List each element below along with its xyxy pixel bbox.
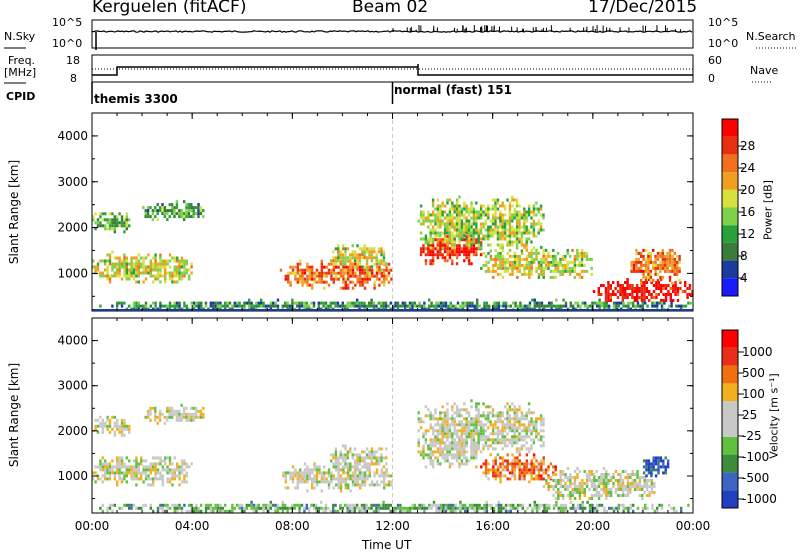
nsky-tick-bottom: 10^0 bbox=[52, 37, 83, 50]
nsearch-tick-bottom: 10^0 bbox=[708, 37, 739, 50]
power-colorbar-segment bbox=[722, 242, 738, 261]
power-colorbar-segment bbox=[722, 154, 738, 173]
power-region-4 bbox=[329, 244, 388, 272]
velocity-colorbar-tick-label: 25 bbox=[742, 408, 757, 422]
cpid-label: CPID bbox=[6, 90, 36, 103]
power-ytick-label: 1000 bbox=[57, 266, 88, 280]
velocity-colorbar-segment bbox=[722, 454, 738, 473]
power-colorbar-segment bbox=[722, 207, 738, 226]
velocity-colorbar-tick-label: -500 bbox=[742, 471, 769, 485]
velocity-colorbar-segment bbox=[722, 330, 738, 348]
velocity-region-9 bbox=[642, 456, 670, 478]
beam-title: Beam 02 bbox=[352, 0, 429, 17]
power-colorbar-frame bbox=[721, 118, 739, 297]
power-ytick-label: 2000 bbox=[57, 221, 88, 235]
power-colorbar-segment bbox=[722, 260, 738, 279]
power-region-8 bbox=[592, 278, 694, 302]
velocity-colorbar-tick-label: -100 bbox=[742, 450, 769, 464]
power-colorbar-tick-label: 24 bbox=[740, 161, 755, 175]
velocity-colorbar-tick-label: 1000 bbox=[742, 345, 773, 359]
power-region-1 bbox=[92, 212, 131, 234]
velocity-colorbar-tick-label: 500 bbox=[742, 366, 765, 380]
nave-tick-bottom: 0 bbox=[708, 72, 715, 85]
velocity-region-10 bbox=[99, 500, 690, 513]
power-colorbar-tick-label: 20 bbox=[740, 183, 755, 197]
velocity-colorbar-tick-label: -1000 bbox=[742, 492, 777, 506]
velocity-colorbar-frame bbox=[721, 329, 739, 509]
power-region-6 bbox=[417, 195, 545, 253]
date-title: 17/Dec/2015 bbox=[588, 0, 698, 17]
xtick-label: 04:00 bbox=[175, 519, 210, 533]
velocity-region-0 bbox=[92, 456, 193, 487]
freq-trace bbox=[92, 64, 693, 76]
site-title: Kerguelen (fitACF) bbox=[92, 0, 247, 17]
velocity-colorbar-segment bbox=[722, 436, 738, 455]
velocity-colorbar-segment bbox=[722, 472, 738, 491]
power-ytick-label: 4000 bbox=[57, 129, 88, 143]
velocity-region-8 bbox=[542, 467, 656, 500]
velocity-colorbar-segment bbox=[722, 401, 738, 419]
velocity-colorbar-segment bbox=[722, 419, 738, 437]
xtick-label: 12:00 bbox=[375, 519, 410, 533]
power-colorbar-tick-label: 12 bbox=[740, 227, 755, 241]
velocity-colorbar-segment bbox=[722, 347, 738, 366]
power-colorbar-segment bbox=[722, 278, 738, 296]
xtick-label: 16:00 bbox=[475, 519, 510, 533]
power-colorbar-tick-label: 28 bbox=[740, 139, 755, 153]
velocity-colorbar-segment bbox=[722, 490, 738, 508]
freq-tick-bottom: 8 bbox=[70, 72, 77, 85]
power-colorbar-tick-label: 4 bbox=[740, 271, 748, 285]
xtick-label: 20:00 bbox=[576, 519, 611, 533]
power-ytick-label: 3000 bbox=[57, 175, 88, 189]
velocity-region-2 bbox=[144, 403, 205, 425]
power-colorbar-segment bbox=[722, 189, 738, 208]
power-region-0 bbox=[92, 250, 193, 284]
power-colorbar-tick-label: 8 bbox=[740, 249, 748, 263]
velocity-colorbar-segment bbox=[722, 383, 738, 402]
nsky-label: N.Sky bbox=[4, 30, 36, 43]
power-region-7 bbox=[480, 245, 593, 279]
power-colorbar-segment bbox=[722, 172, 738, 190]
velocity-region-4 bbox=[329, 444, 388, 475]
power-colorbar-segment bbox=[722, 225, 738, 243]
velocity-ytick-label: 4000 bbox=[57, 334, 88, 348]
cpid-segment-1: themis 3300 bbox=[94, 92, 178, 106]
nave-label: Nave bbox=[750, 64, 779, 77]
velocity-ytick-label: 1000 bbox=[57, 469, 88, 483]
cpid-segment-2: normal (fast) 151 bbox=[394, 83, 512, 97]
freq-tick-top: 18 bbox=[66, 54, 80, 67]
velocity-ytick-label: 3000 bbox=[57, 379, 88, 393]
nsearch-label: N.Search bbox=[746, 30, 796, 43]
velocity-colorbar-tick-label: -25 bbox=[742, 429, 762, 443]
power-colorbar-segment bbox=[722, 119, 738, 137]
power-region-2 bbox=[142, 200, 205, 222]
velocity-region-6 bbox=[417, 399, 545, 457]
freq-unit: [MHz] bbox=[4, 66, 37, 79]
velocity-colorbar-tick-label: 100 bbox=[742, 387, 765, 401]
nsky-frame bbox=[91, 19, 694, 49]
nsky-tick-top: 10^5 bbox=[52, 16, 83, 29]
xtick-label: 00:00 bbox=[75, 519, 110, 533]
xtick-label: 00:00 bbox=[676, 519, 711, 533]
velocity-ytick-label: 2000 bbox=[57, 424, 88, 438]
nsky-trace bbox=[91, 30, 693, 33]
velocity-region-7 bbox=[480, 453, 557, 484]
xlabel: Time UT bbox=[362, 538, 412, 552]
velocity-colorbar-segment bbox=[722, 365, 738, 384]
xtick-label: 08:00 bbox=[275, 519, 310, 533]
power-colorbar-segment bbox=[722, 136, 738, 155]
nsearch-tick-top: 10^5 bbox=[708, 16, 739, 29]
power-region-9 bbox=[630, 248, 681, 285]
freq-label: Freq. bbox=[8, 54, 36, 67]
nave-tick-top: 60 bbox=[708, 54, 722, 67]
velocity-region-1 bbox=[94, 415, 131, 437]
power-colorbar-tick-label: 16 bbox=[740, 205, 755, 219]
